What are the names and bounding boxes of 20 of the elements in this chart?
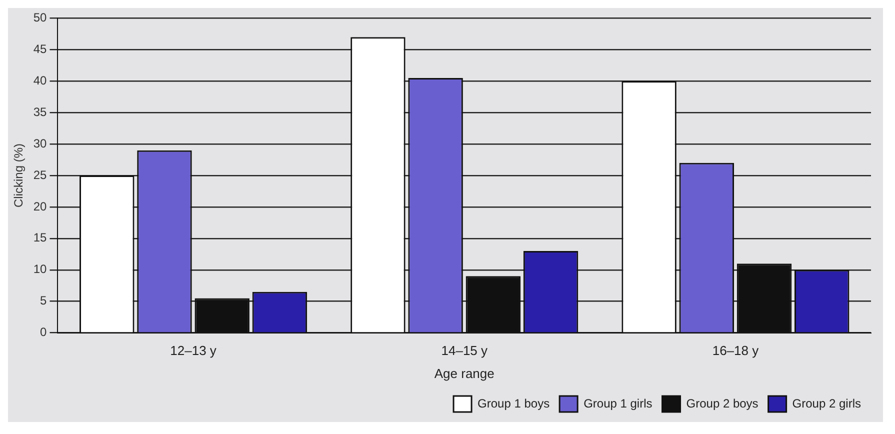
y-tick-label: 5 <box>40 294 48 308</box>
y-tick-label: 30 <box>33 136 48 150</box>
y-tick-label: 25 <box>33 168 48 182</box>
y-tick-label: 0 <box>40 325 48 340</box>
y-tick-label: 40 <box>33 73 48 88</box>
legend-label: Group 1 boys <box>478 396 550 410</box>
legend-label: Group 2 girls <box>792 396 862 410</box>
x-tick-label: 14–15 y <box>441 343 488 358</box>
legend-label: Group 1 girls <box>584 396 652 410</box>
y-axis-title: Clicking (%) <box>12 143 26 208</box>
y-tick-label: 15 <box>33 230 48 245</box>
y-tick-label: 35 <box>33 104 48 119</box>
y-tick-label: 10 <box>33 262 48 276</box>
x-axis-title: Age range <box>434 366 494 381</box>
y-tick-label: 45 <box>33 42 48 56</box>
y-tick-label: 20 <box>33 199 48 214</box>
x-tick-label: 16–18 y <box>712 343 760 358</box>
x-tick-label: 12–13 y <box>170 343 217 358</box>
y-tick-label: 50 <box>33 10 48 25</box>
legend-label: Group 2 boys <box>686 396 758 410</box>
